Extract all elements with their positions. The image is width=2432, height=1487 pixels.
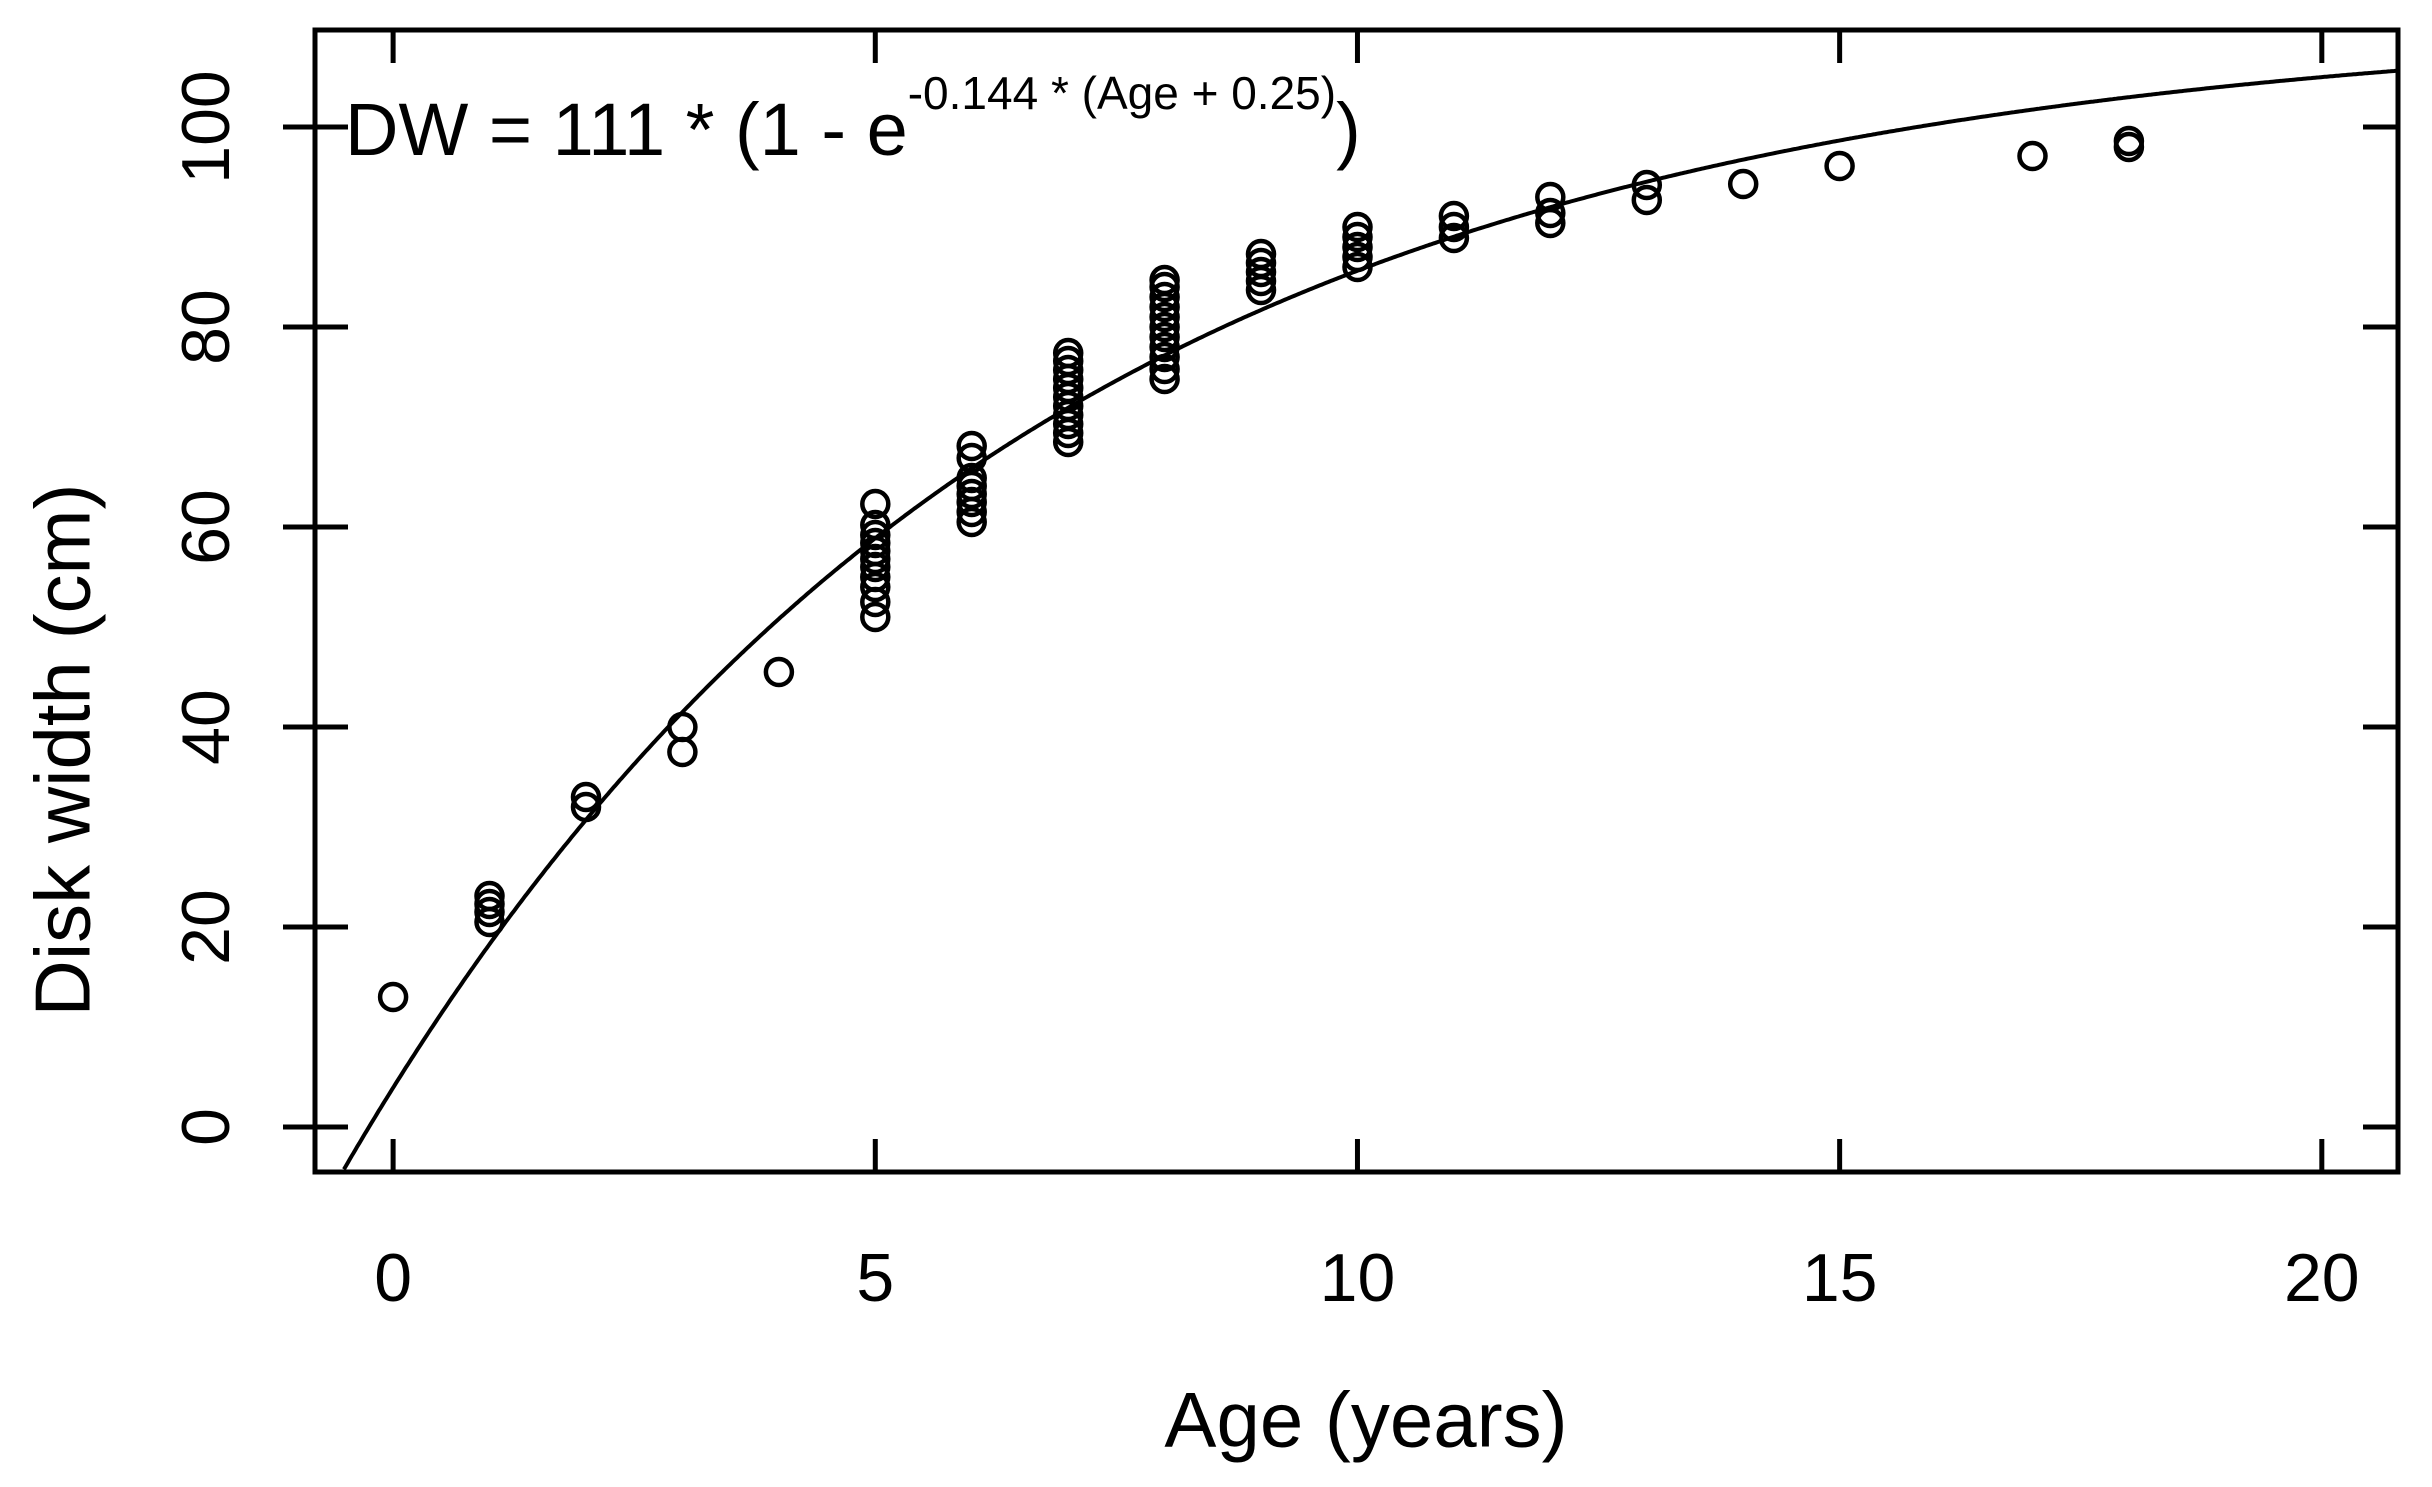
data-point [1149, 353, 1180, 385]
data-point [1149, 301, 1180, 333]
data-point [1149, 264, 1180, 296]
data-point [1438, 222, 1470, 254]
data-point [1149, 331, 1180, 363]
data-point [1245, 238, 1277, 270]
data-point [1149, 321, 1180, 353]
data-point [474, 896, 505, 928]
data-point [474, 888, 505, 920]
data-point [860, 488, 891, 520]
data-point [1342, 241, 1373, 273]
plot-box [312, 27, 2401, 1175]
data-point [1631, 184, 1663, 216]
data-point [2017, 140, 2048, 172]
data-point [377, 981, 409, 1013]
x-tick-label: 5 [856, 1240, 894, 1316]
data-point [1631, 169, 1663, 201]
data-point [1245, 247, 1277, 279]
data-point [1342, 251, 1373, 283]
data-point [1342, 221, 1373, 253]
x-axis-title: Age (years) [1164, 1375, 1568, 1464]
data-point [1149, 281, 1180, 313]
data-point [1535, 197, 1566, 229]
data-point [956, 462, 987, 494]
x-tick-label: 15 [1802, 1240, 1878, 1316]
data-point [1149, 341, 1180, 373]
data-point [860, 527, 891, 559]
fit-equation: DW = 111 * (1 - e-0.144 * (Age + 0.25)) [345, 70, 1361, 167]
data-point [1342, 231, 1373, 263]
data-point [1438, 200, 1470, 232]
y-tick-label: 40 [168, 689, 244, 765]
data-point [1727, 168, 1759, 200]
data-point [1052, 345, 1084, 377]
y-tick-label: 100 [168, 70, 244, 183]
data-point [763, 656, 795, 688]
data-point [1149, 363, 1180, 395]
data-point [860, 519, 891, 551]
data-point [667, 736, 698, 768]
y-tick-label: 60 [168, 489, 244, 565]
x-tick-label: 10 [1320, 1240, 1396, 1316]
data-point [956, 430, 987, 462]
data-point [667, 711, 698, 743]
data-point [860, 509, 891, 541]
x-tick-label: 0 [374, 1240, 412, 1316]
equation-exponent: -0.144 * (Age + 0.25) [907, 67, 1337, 119]
data-point [1052, 337, 1084, 369]
y-tick-label: 0 [168, 1108, 244, 1146]
x-tick-label: 20 [2284, 1240, 2360, 1316]
data-point [570, 781, 602, 813]
equation-close-paren: ) [1336, 88, 1361, 171]
equation-main: DW = 111 * (1 - e [345, 88, 908, 171]
data-point [1438, 211, 1470, 243]
data-point [1824, 150, 1855, 182]
y-axis-title: Disk width (cm) [18, 483, 107, 1017]
data-point [2113, 125, 2145, 157]
y-tick-label: 20 [168, 889, 244, 965]
data-point [1342, 211, 1373, 243]
data-point [474, 880, 505, 912]
data-point [956, 442, 987, 474]
data-point [1052, 354, 1084, 386]
data-point [570, 791, 602, 823]
data-point [860, 601, 891, 633]
data-point [1245, 256, 1277, 288]
data-point [956, 478, 987, 510]
data-point [1149, 311, 1180, 343]
data-point [1535, 181, 1566, 213]
y-tick-label: 80 [168, 289, 244, 365]
